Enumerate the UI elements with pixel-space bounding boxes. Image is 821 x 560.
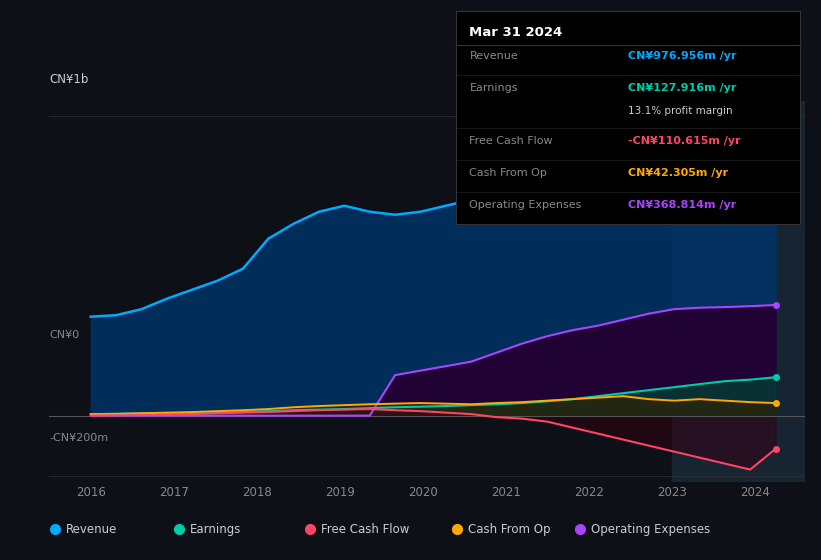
Text: -CN¥110.615m /yr: -CN¥110.615m /yr <box>628 136 741 146</box>
Text: Revenue: Revenue <box>470 51 518 61</box>
Text: CN¥0: CN¥0 <box>49 330 80 340</box>
Text: CN¥1b: CN¥1b <box>49 73 89 86</box>
Text: CN¥368.814m /yr: CN¥368.814m /yr <box>628 200 736 210</box>
Text: -CN¥200m: -CN¥200m <box>49 433 108 443</box>
Text: 13.1% profit margin: 13.1% profit margin <box>628 106 732 116</box>
Text: Cash From Op: Cash From Op <box>470 168 548 178</box>
Text: CN¥976.956m /yr: CN¥976.956m /yr <box>628 51 736 61</box>
Text: CN¥127.916m /yr: CN¥127.916m /yr <box>628 83 736 93</box>
Text: Mar 31 2024: Mar 31 2024 <box>470 26 562 39</box>
Text: Cash From Op: Cash From Op <box>468 522 550 536</box>
Text: Earnings: Earnings <box>470 83 518 93</box>
Text: CN¥42.305m /yr: CN¥42.305m /yr <box>628 168 728 178</box>
Text: Earnings: Earnings <box>190 522 241 536</box>
Text: Free Cash Flow: Free Cash Flow <box>470 136 553 146</box>
Text: Free Cash Flow: Free Cash Flow <box>321 522 410 536</box>
Text: Revenue: Revenue <box>67 522 117 536</box>
Bar <box>672 101 805 482</box>
Text: Operating Expenses: Operating Expenses <box>470 200 582 210</box>
Text: Operating Expenses: Operating Expenses <box>591 522 710 536</box>
